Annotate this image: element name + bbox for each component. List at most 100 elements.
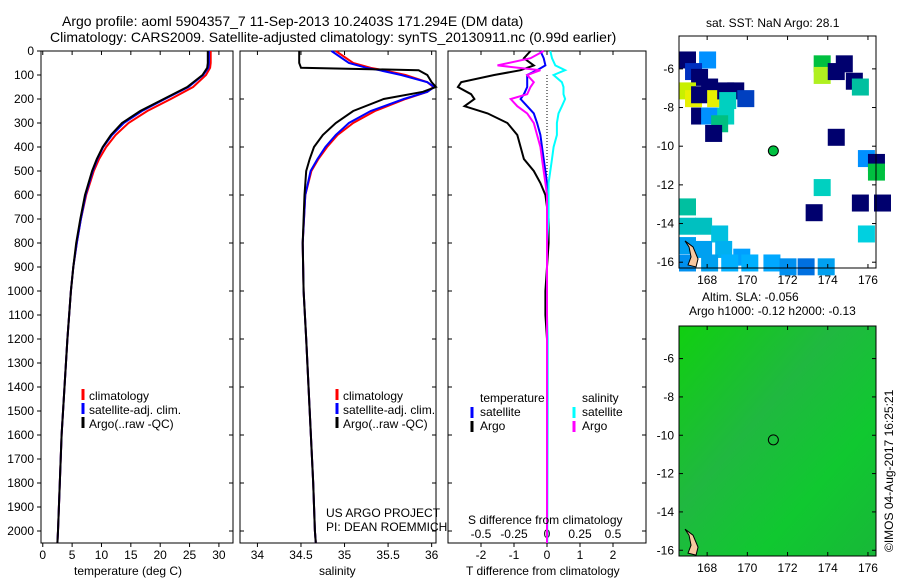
y-tick-label: 1600 bbox=[7, 428, 34, 442]
x2-tick-label: 0.25 bbox=[568, 527, 592, 541]
y-tick-label: -8 bbox=[663, 390, 674, 404]
series-line-argo-raw-qc- bbox=[56, 51, 209, 544]
xlabel-temperature: temperature (deg C) bbox=[74, 564, 183, 578]
x-tick-label: 174 bbox=[818, 273, 838, 287]
x2-tick-label: -0.5 bbox=[471, 527, 492, 541]
sst-cell bbox=[701, 254, 719, 272]
x-tick-label: 5 bbox=[69, 548, 76, 562]
y-tick-label: 200 bbox=[14, 92, 34, 106]
y-tick-label: -10 bbox=[657, 139, 675, 153]
y-tick-label: 0 bbox=[27, 44, 34, 58]
x-tick-label: 20 bbox=[154, 548, 168, 562]
island-icon bbox=[684, 528, 699, 556]
island-icon bbox=[684, 240, 699, 268]
credit-text: ©IMOS 04-Aug-2017 16:25:21 bbox=[882, 389, 896, 552]
y-tick-label: -14 bbox=[657, 505, 675, 519]
map1-title: sat. SST: NaN Argo: 28.1 bbox=[706, 16, 840, 30]
sst-cell bbox=[873, 194, 891, 212]
x-tick-label: 36 bbox=[425, 548, 439, 562]
y-tick-label: -16 bbox=[657, 543, 675, 557]
sst-cell bbox=[705, 124, 723, 142]
y-tick-label: 1000 bbox=[7, 284, 34, 298]
y-tick-label: -6 bbox=[663, 62, 674, 76]
y-tick-label: 300 bbox=[14, 116, 34, 130]
y-tick-label: -12 bbox=[657, 467, 675, 481]
x-tick-label: 30 bbox=[212, 548, 226, 562]
y-tick-label: -12 bbox=[657, 178, 675, 192]
y-tick-label: 700 bbox=[14, 212, 34, 226]
sla-field bbox=[679, 326, 876, 556]
sst-cell bbox=[679, 217, 696, 235]
sst-cell bbox=[763, 254, 781, 272]
x-tick-label: 35 bbox=[338, 548, 352, 562]
project-line1: US ARGO PROJECT bbox=[326, 506, 441, 520]
y-tick-label: -8 bbox=[663, 101, 674, 115]
x-tick-label: 176 bbox=[858, 561, 878, 575]
y-tick-label: 500 bbox=[14, 164, 34, 178]
y-tick-label: 1700 bbox=[7, 452, 34, 466]
y-tick-label: -10 bbox=[657, 428, 675, 442]
legend-label: satellite-adj. clim. bbox=[89, 403, 181, 417]
sst-cell bbox=[715, 240, 733, 258]
series-line-climatology bbox=[301, 50, 436, 544]
sst-cell bbox=[737, 90, 755, 108]
legend-label: Argo bbox=[480, 419, 506, 433]
figure-title-line2: Climatology: CARS2009. Satellite-adjuste… bbox=[50, 29, 617, 45]
y-tick-label: 900 bbox=[14, 260, 34, 274]
argo-position-marker bbox=[767, 145, 779, 157]
series-line-satellite-adj-clim- bbox=[56, 51, 210, 544]
sst-cell bbox=[813, 66, 831, 84]
series-line-s-argo bbox=[497, 50, 548, 543]
legend-label: Argo bbox=[582, 419, 608, 433]
x-tick-label: 35.5 bbox=[376, 548, 400, 562]
sst-cell bbox=[813, 179, 831, 197]
legend-title-temperature: temperature bbox=[480, 391, 545, 405]
xlabel-salinity: salinity bbox=[319, 564, 356, 578]
sst-cell bbox=[805, 204, 823, 222]
plot-frame-salinity bbox=[239, 50, 437, 544]
y-tick-label: 2000 bbox=[7, 524, 34, 538]
y-tick-label: 1800 bbox=[7, 476, 34, 490]
y-tick-label: -6 bbox=[663, 352, 674, 366]
project-line2: PI: DEAN ROEMMICH bbox=[326, 520, 448, 534]
legend-title-salinity: salinity bbox=[582, 391, 619, 405]
xlabel-t-diff: T difference from climatology bbox=[466, 564, 620, 578]
x-tick-label: 170 bbox=[737, 273, 757, 287]
series-line-argo-raw-qc- bbox=[298, 51, 438, 544]
x-tick-label: 170 bbox=[737, 561, 757, 575]
sst-cell bbox=[719, 92, 737, 110]
plot-frame-temperature bbox=[40, 50, 234, 544]
sst-cell bbox=[827, 128, 845, 146]
series-line-s-satellite bbox=[546, 50, 568, 543]
y-tick-label: 800 bbox=[14, 236, 34, 250]
y-tick-label: -14 bbox=[657, 217, 675, 231]
sst-cell bbox=[691, 86, 709, 104]
legend-label: satellite-adj. clim. bbox=[343, 403, 435, 417]
x-tick-label: 10 bbox=[95, 548, 109, 562]
y-tick-label: 400 bbox=[14, 140, 34, 154]
map-frame-sla_map bbox=[678, 325, 877, 557]
sst-cell bbox=[857, 225, 875, 243]
x2-tick-label: -0.25 bbox=[500, 527, 528, 541]
legend-label: Argo(..raw -QC) bbox=[343, 417, 428, 431]
legend-label: climatology bbox=[89, 389, 149, 403]
sst-cell bbox=[721, 254, 739, 272]
sst-cell bbox=[851, 194, 869, 212]
x-tick-label: 1 bbox=[577, 548, 584, 562]
series-line-climatology bbox=[56, 51, 212, 544]
legend-label: satellite bbox=[582, 405, 623, 419]
map-frame-sst_map bbox=[678, 35, 877, 269]
sst-cell bbox=[827, 63, 845, 81]
sst-cell bbox=[699, 51, 717, 69]
x-tick-label: 174 bbox=[818, 561, 838, 575]
x-tick-label: -2 bbox=[476, 548, 487, 562]
x2-tick-label: 0.5 bbox=[605, 527, 622, 541]
x-tick-label: 172 bbox=[778, 561, 798, 575]
x-tick-label: 168 bbox=[697, 273, 717, 287]
y-tick-label: 1500 bbox=[7, 404, 34, 418]
legend-label: climatology bbox=[343, 389, 403, 403]
series-line-satellite-adj-clim- bbox=[301, 50, 437, 544]
y-tick-label: 100 bbox=[14, 68, 34, 82]
sst-cell bbox=[851, 78, 869, 96]
